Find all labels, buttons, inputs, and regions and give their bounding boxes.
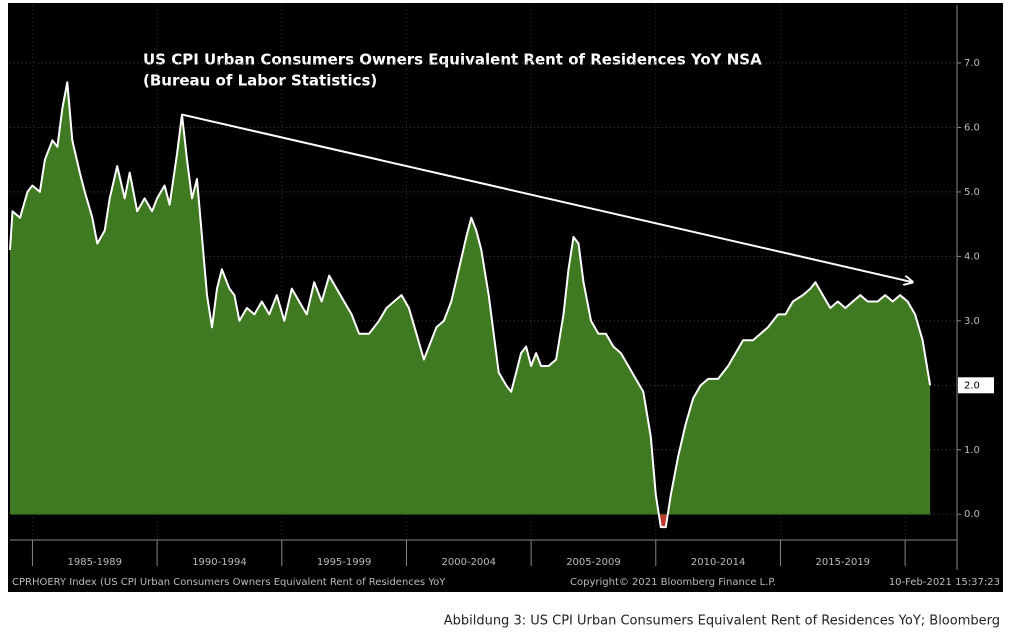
y-tick-label: 0.0	[964, 509, 980, 520]
x-tick-label: 2015-2019	[816, 557, 871, 568]
chart-title: US CPI Urban Consumers Owners Equivalent…	[143, 51, 762, 69]
y-tick-label: 7.0	[964, 58, 980, 69]
last-value-box	[958, 377, 994, 394]
x-tick-label: 1990-1994	[192, 557, 247, 568]
line	[9, 81, 932, 529]
y-tick-label: 4.0	[964, 251, 980, 262]
area-positive	[10, 82, 931, 515]
footer-center: Copyright© 2021 Bloomberg Finance L.P.	[570, 577, 776, 588]
caption: Abbildung 3: US CPI Urban Consumers Equi…	[444, 614, 1000, 629]
footer-left: CPRHOERY Index (US CPI Urban Consumers O…	[12, 577, 446, 588]
x-tick-label: 2005-2009	[566, 557, 621, 568]
footer-right: 10-Feb-2021 15:37:23	[889, 577, 1000, 588]
x-tick-label: 2000-2004	[442, 557, 497, 568]
y-tick-label: 3.0	[964, 316, 980, 327]
y-tick-label: 6.0	[964, 122, 980, 133]
y-tick-label: 5.0	[964, 187, 980, 198]
x-tick-label: 1985-1989	[68, 557, 123, 568]
chart-subtitle: (Bureau of Labor Statistics)	[143, 72, 377, 90]
x-tick-label: 2010-2014	[691, 557, 746, 568]
x-tick-label: 1995-1999	[317, 557, 372, 568]
last-value-label: 2.0	[964, 380, 980, 391]
trend-arrow	[181, 113, 913, 283]
y-tick-label: 1.0	[964, 445, 980, 456]
